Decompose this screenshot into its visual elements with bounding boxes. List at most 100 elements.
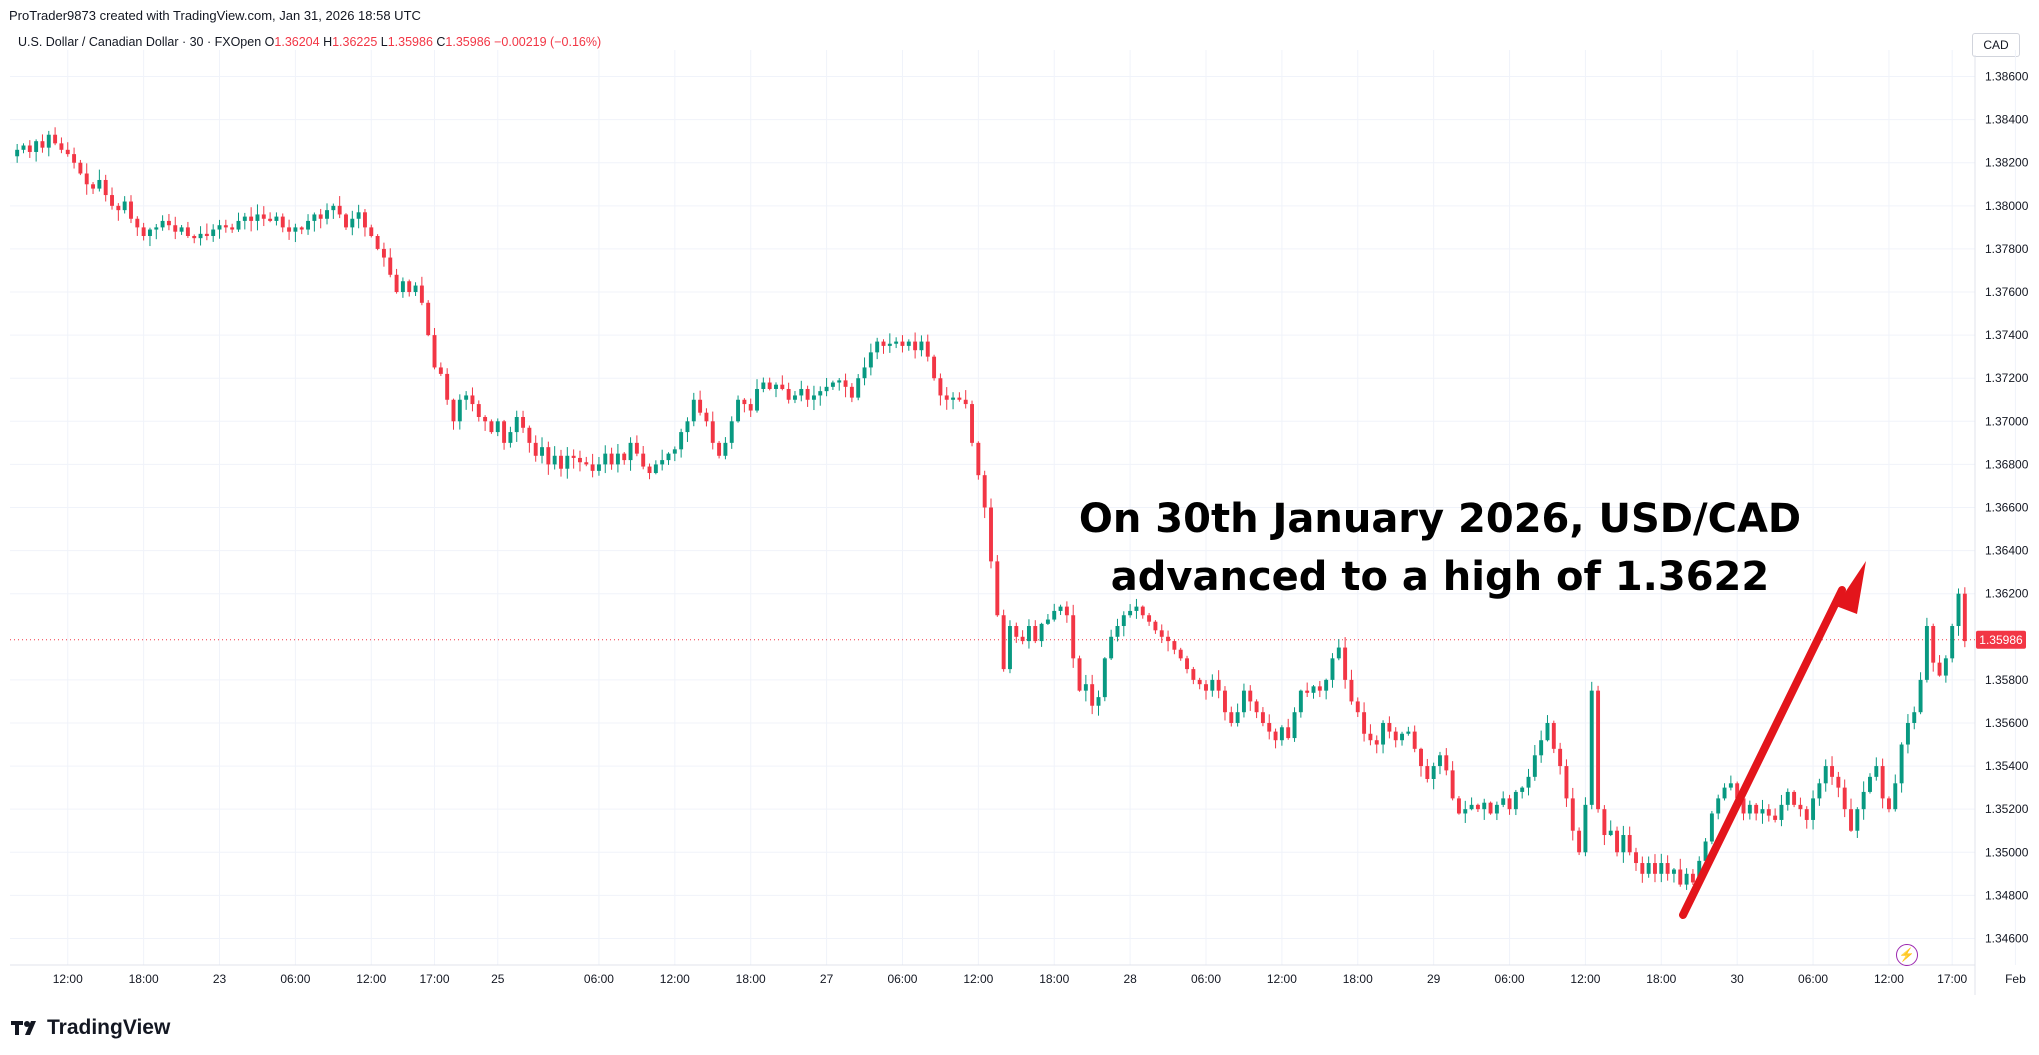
candle-body	[1849, 809, 1853, 831]
lightning-icon[interactable]: ⚡	[1896, 944, 1918, 966]
candle	[249, 207, 254, 232]
candle	[375, 234, 380, 251]
open-value: 1.36204	[274, 35, 320, 49]
candle	[1178, 647, 1183, 661]
x-tick-label: 25	[491, 972, 505, 986]
candle	[521, 410, 526, 433]
candle	[1197, 677, 1202, 690]
candle	[445, 368, 450, 405]
candle	[1273, 728, 1278, 749]
candle-body	[559, 455, 563, 469]
candle-body	[799, 388, 804, 396]
candle	[1950, 623, 1955, 663]
candle	[331, 203, 336, 219]
candle	[122, 196, 127, 214]
candle-body	[204, 233, 209, 236]
candle-body	[1475, 804, 1480, 810]
price-axis[interactable]: 1.38600 1.38400 1.38200 1.38000 1.37800 1.376…	[1985, 70, 2029, 946]
tradingview-brand[interactable]: TradingView	[11, 1016, 170, 1040]
candle-body	[989, 507, 993, 562]
candle-body	[1855, 809, 1860, 831]
candle-body	[1330, 658, 1335, 680]
candle-body	[1785, 791, 1790, 805]
candle-body	[913, 341, 918, 351]
candle	[179, 224, 184, 235]
candle	[578, 450, 582, 472]
candle	[761, 377, 766, 393]
price-chart[interactable]: 1.38600 1.38400 1.38200 1.38000 1.37800 1.376…	[0, 0, 2039, 1000]
candle-body	[919, 341, 924, 351]
candle-body	[65, 149, 70, 155]
candle	[400, 277, 405, 298]
candle-body	[21, 145, 26, 150]
x-tick-label: 06:00	[887, 972, 917, 986]
candle	[1570, 787, 1575, 841]
candle	[698, 390, 703, 416]
candle	[862, 357, 867, 386]
candle	[1545, 715, 1550, 742]
candle-body	[786, 388, 791, 400]
candle-body	[1026, 626, 1031, 642]
candle-body	[1052, 610, 1057, 620]
symbol-legend[interactable]: U.S. Dollar / Canadian Dollar · 30 · FXO…	[18, 35, 601, 49]
candle	[242, 212, 247, 230]
candle-body	[1665, 863, 1670, 874]
candle	[1868, 773, 1872, 794]
candle-body	[432, 335, 437, 368]
candle	[1185, 655, 1189, 674]
y-tick-label: 1.34800	[1985, 888, 2029, 902]
x-tick-label: 28	[1123, 972, 1137, 986]
candle-body	[1596, 690, 1601, 810]
candle	[881, 339, 886, 354]
candle	[135, 216, 140, 236]
candle-body	[426, 302, 431, 336]
candle-body	[1431, 766, 1436, 779]
currency-selector[interactable]: CAD	[1972, 33, 2020, 57]
candle	[1918, 672, 1923, 715]
candle-body	[1690, 873, 1695, 883]
time-axis[interactable]: 12:00 18:00 23 06:00 12:00 17:00 25 06:00 12:00 1…	[53, 972, 2026, 986]
candle-body	[1659, 863, 1664, 874]
candle-body	[1551, 722, 1556, 749]
candle	[818, 386, 823, 406]
candle	[609, 447, 614, 470]
y-tick-label: 1.35000	[1985, 845, 2029, 859]
candle	[27, 140, 32, 158]
candle	[1716, 794, 1721, 820]
candle-body	[78, 162, 83, 174]
candle-body	[1564, 766, 1569, 799]
candle	[1842, 779, 1847, 818]
candle-body	[1842, 787, 1847, 810]
candle	[1235, 703, 1240, 727]
candle	[786, 382, 791, 404]
candle	[571, 449, 576, 469]
candle-body	[91, 184, 96, 189]
candle-body	[299, 227, 304, 230]
candle	[464, 391, 469, 410]
candle	[457, 394, 462, 430]
candle-body	[1223, 690, 1227, 713]
candle-body	[369, 227, 374, 236]
candle	[344, 213, 348, 230]
candle-body	[470, 395, 475, 405]
candle	[451, 398, 456, 430]
candle	[268, 212, 273, 223]
candle-body	[862, 367, 867, 379]
candle-body	[685, 421, 690, 433]
candle	[1482, 798, 1487, 820]
candle	[1634, 847, 1638, 871]
candle	[1551, 720, 1556, 754]
x-tick-label: 12:00	[356, 972, 386, 986]
candle	[1260, 707, 1265, 727]
candle-body	[1513, 791, 1518, 810]
candle	[280, 213, 285, 233]
candle	[1488, 801, 1493, 815]
candle-body	[394, 274, 399, 293]
trend-arrow	[1679, 561, 1866, 919]
candle-body	[1083, 684, 1088, 691]
candle-body	[1874, 766, 1879, 777]
candle-body	[27, 145, 32, 152]
candle-body	[1653, 863, 1657, 874]
candle-body	[502, 421, 507, 443]
candle	[963, 390, 968, 409]
